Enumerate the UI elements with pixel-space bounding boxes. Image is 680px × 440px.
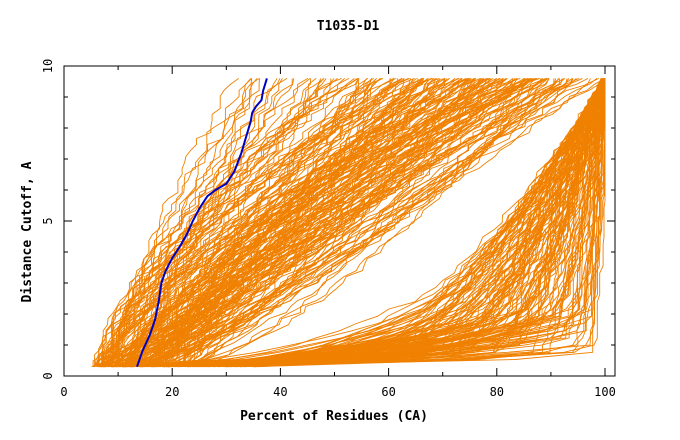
model-curve <box>113 78 377 367</box>
model-curve <box>116 78 373 368</box>
model-curve <box>134 78 463 367</box>
model-curve <box>125 78 534 368</box>
model-curve <box>107 77 537 368</box>
model-curve <box>128 77 415 367</box>
model-curve <box>111 78 606 368</box>
x-tick-label: 100 <box>594 385 616 399</box>
model-curve <box>109 78 332 367</box>
model-curve <box>148 78 606 368</box>
model-curve <box>173 78 605 368</box>
model-curve <box>97 77 600 368</box>
model-curve <box>136 77 521 367</box>
model-curves <box>91 77 606 368</box>
model-curve <box>119 78 317 368</box>
x-axis-ticks: 0 20 40 60 80 100 <box>60 66 616 399</box>
model-curve <box>181 78 559 367</box>
model-curve <box>107 78 446 368</box>
model-curve <box>159 77 468 367</box>
model-curve <box>132 78 463 368</box>
model-curve <box>138 78 606 368</box>
model-curve <box>167 78 423 367</box>
model-curve <box>151 78 606 368</box>
model-curve <box>96 78 355 367</box>
model-curve <box>146 78 606 368</box>
model-curve <box>103 78 526 367</box>
model-curve <box>191 78 544 367</box>
model-curve <box>162 78 606 368</box>
model-curve <box>126 78 435 367</box>
x-tick-label: 0 <box>60 385 67 399</box>
x-tick-label: 60 <box>381 385 395 399</box>
model-curve <box>114 78 555 368</box>
model-curve <box>141 78 490 368</box>
chart-title: T1035-D1 <box>317 19 380 34</box>
model-curve <box>195 78 604 368</box>
model-curve <box>125 78 485 368</box>
model-curve <box>108 78 450 367</box>
model-curve <box>179 78 542 368</box>
model-curve <box>125 78 327 368</box>
model-curve <box>132 78 476 368</box>
x-axis-label: Percent of Residues (CA) <box>240 409 428 424</box>
y-tick-label: 5 <box>41 217 55 224</box>
model-curve <box>114 78 606 368</box>
model-curve <box>100 78 253 367</box>
y-tick-label: 10 <box>41 59 55 73</box>
model-curve <box>138 77 432 367</box>
model-curve <box>101 78 470 368</box>
model-curve <box>163 78 377 367</box>
model-curve <box>139 78 373 367</box>
x-tick-label: 20 <box>165 385 179 399</box>
highlighted-model-line <box>136 78 268 368</box>
model-curve <box>102 77 459 367</box>
model-curve <box>168 78 606 368</box>
model-curve <box>105 78 557 368</box>
x-tick-label: 40 <box>273 385 287 399</box>
model-curve <box>118 78 508 367</box>
y-axis-ticks: 0 5 10 <box>41 59 615 380</box>
model-curve <box>189 77 440 367</box>
x-tick-label: 80 <box>490 385 504 399</box>
model-curve <box>110 77 384 367</box>
model-curve <box>92 78 311 367</box>
model-curve <box>140 78 606 368</box>
model-curve <box>170 78 606 368</box>
model-curve <box>240 78 606 368</box>
model-curve <box>148 78 606 368</box>
model-curve <box>101 78 399 367</box>
model-curve <box>152 78 428 368</box>
model-curve <box>203 78 603 368</box>
model-curve <box>152 78 258 368</box>
model-curve <box>202 78 604 368</box>
model-curve <box>124 78 281 368</box>
model-curve <box>177 78 391 367</box>
model-curve <box>130 78 606 368</box>
y-axis-label: Distance Cutoff, A <box>20 161 35 302</box>
model-curve <box>141 78 606 368</box>
model-curve <box>140 78 482 367</box>
model-curve <box>198 78 570 367</box>
model-curve <box>218 78 606 368</box>
model-curve <box>173 78 577 367</box>
model-curve <box>178 78 605 368</box>
model-curve <box>174 78 440 368</box>
model-curve <box>102 78 606 368</box>
model-curve <box>186 78 606 368</box>
model-curve <box>103 78 288 367</box>
model-curve <box>115 77 410 367</box>
y-tick-label: 0 <box>41 372 55 379</box>
model-curve <box>116 78 424 367</box>
model-curve <box>155 78 606 367</box>
highlighted-model <box>136 78 268 368</box>
model-curve <box>258 78 605 368</box>
